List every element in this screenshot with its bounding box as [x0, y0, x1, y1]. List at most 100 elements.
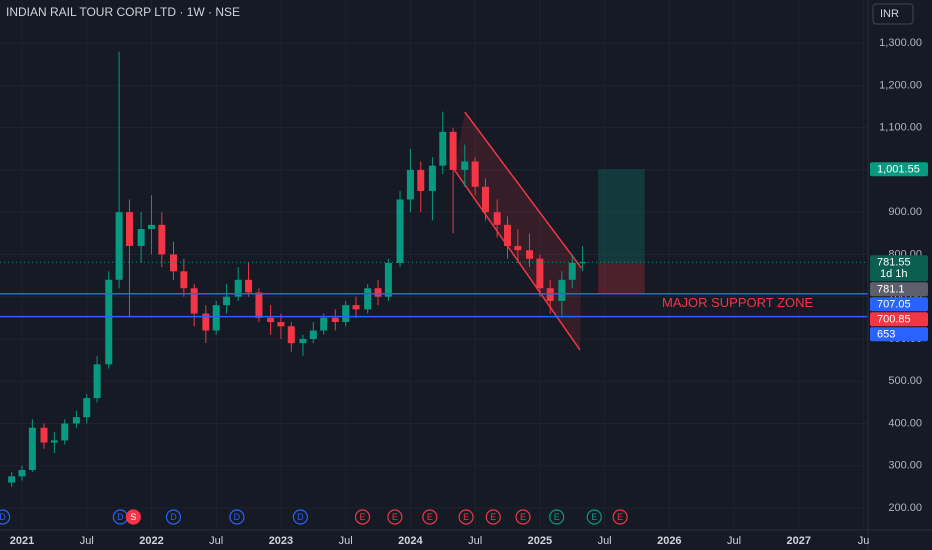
y-tick-label: 200.00 [888, 502, 922, 514]
y-tick-label: 1,100.00 [879, 122, 922, 134]
x-tick-label: 2023 [269, 535, 293, 547]
x-tick-label: 2024 [398, 535, 423, 547]
candle-body [105, 279, 113, 365]
price-badge-label: 781.55 [877, 257, 911, 269]
candle-body [504, 224, 511, 246]
event-label: E [359, 512, 365, 522]
event-marker[interactable] [229, 509, 245, 525]
y-tick-label: 1,300.00 [879, 37, 922, 49]
event-marker[interactable] [515, 509, 531, 525]
event-marker[interactable] [354, 509, 371, 525]
candle-body [579, 262, 587, 264]
candle-body [137, 229, 145, 246]
event-marker[interactable] [292, 509, 308, 525]
price-badge [870, 312, 928, 327]
x-tick-label: Jul [727, 535, 741, 547]
channel-line [464, 111, 582, 269]
candle-body [406, 169, 414, 200]
candle-body [277, 322, 285, 327]
event-marker[interactable] [165, 509, 182, 525]
candle-body [234, 279, 242, 297]
candle-body [558, 279, 566, 301]
currency[interactable]: INR [880, 8, 899, 20]
event-label: D [170, 512, 177, 522]
event-marker[interactable] [549, 509, 565, 525]
candle-body [180, 271, 188, 289]
x-tick-label: Jul [209, 535, 223, 547]
candle-body [320, 317, 328, 331]
candle-body [299, 338, 307, 344]
candle-body [342, 305, 350, 323]
event-label: E [490, 512, 496, 522]
price-badge [870, 282, 928, 297]
channel-line [453, 169, 581, 351]
y-tick-label: 1,200.00 [879, 79, 922, 91]
candle-body [158, 224, 166, 255]
candle-body [255, 292, 263, 318]
candle-body [471, 161, 479, 187]
candle-body [331, 317, 339, 323]
x-tick-label: 2027 [787, 535, 811, 547]
event-marker[interactable] [612, 509, 628, 525]
price-badge [870, 162, 928, 177]
x-tick-label: 2021 [10, 535, 34, 547]
candle-body [40, 427, 48, 443]
candle-body [514, 245, 522, 251]
x-tick-label: Jul [339, 535, 353, 547]
candle-body [396, 199, 404, 263]
y-tick-label: 900.00 [888, 206, 922, 218]
x-tick-label: Jul [80, 535, 94, 547]
candle-body [536, 258, 544, 289]
candle-body [83, 398, 91, 418]
candle-body [28, 427, 36, 470]
candle-body [461, 161, 469, 170]
event-marker[interactable] [485, 509, 501, 525]
candle-body [493, 212, 501, 225]
candle-body [115, 212, 123, 280]
event-marker[interactable] [387, 509, 403, 525]
x-tick-label: 2026 [657, 535, 681, 547]
candle-body [428, 165, 436, 192]
candle-body [202, 313, 210, 331]
x-tick-label: Jul [598, 535, 612, 547]
event-marker[interactable] [0, 509, 11, 525]
price-badge [870, 297, 928, 312]
price-badge-label: 781.1 [877, 284, 905, 296]
candle-body [72, 417, 80, 424]
event-label: S [130, 512, 136, 522]
x-tick-label: 2025 [528, 535, 552, 547]
price-badge-sub: 1d 1h [880, 268, 908, 280]
x-tick-label: Ju [858, 535, 870, 547]
annotation: MAJOR SUPPORT ZONE [662, 295, 814, 310]
position-target [598, 169, 645, 263]
event-marker[interactable] [125, 509, 141, 525]
position-stop [598, 262, 645, 294]
candle-body [364, 288, 372, 310]
candle-body [384, 262, 392, 297]
event-marker[interactable] [422, 509, 438, 525]
grid [0, 0, 868, 530]
candle-body [212, 305, 220, 331]
x-tick-label: 2022 [139, 535, 163, 547]
event-label: D [297, 512, 304, 522]
candle-body [449, 131, 457, 170]
candle-body [481, 186, 489, 213]
event-label: D [234, 512, 241, 522]
candle-body [287, 326, 295, 344]
event-marker[interactable] [586, 509, 602, 525]
event-marker[interactable] [458, 509, 474, 525]
candle-body [190, 288, 198, 314]
event-label: E [427, 512, 433, 522]
currency-button[interactable] [872, 3, 914, 25]
candle-body [374, 288, 382, 297]
y-tick-label: 400.00 [888, 417, 922, 429]
candle-body [546, 288, 554, 301]
candle-body [61, 423, 69, 441]
candle-body [50, 440, 58, 443]
event-label: D [0, 512, 6, 522]
price-badge-label: 1,001.55 [877, 164, 920, 176]
candle-body [417, 169, 425, 192]
candle-body [267, 317, 275, 323]
